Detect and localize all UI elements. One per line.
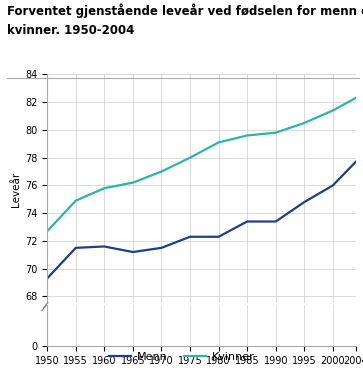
Kvinner — [131, 180, 135, 185]
Kvinner — [188, 155, 192, 160]
Legend: Menn, Kvinner: Menn, Kvinner — [104, 347, 259, 366]
Menn — [302, 200, 306, 204]
Y-axis label: Leveår: Leveår — [11, 171, 21, 206]
Text: kvinner. 1950-2004: kvinner. 1950-2004 — [7, 24, 135, 37]
Kvinner — [74, 198, 78, 203]
Kvinner — [45, 229, 49, 234]
Text: Forventet gjenstående leveår ved fødselen for menn og: Forventet gjenstående leveår ved fødsele… — [7, 4, 363, 18]
Kvinner — [159, 169, 164, 174]
Menn — [188, 234, 192, 239]
Menn — [131, 250, 135, 254]
Menn — [74, 246, 78, 250]
Menn — [274, 219, 278, 224]
Kvinner — [274, 131, 278, 135]
Kvinner — [216, 140, 221, 145]
Kvinner — [102, 186, 106, 190]
Menn — [331, 183, 335, 187]
Menn — [245, 219, 249, 224]
Menn — [102, 244, 106, 249]
Menn — [354, 160, 358, 164]
Kvinner — [354, 96, 358, 100]
Menn — [216, 234, 221, 239]
Line: Menn: Menn — [47, 162, 356, 278]
Menn — [45, 276, 49, 280]
Menn — [159, 246, 164, 250]
Kvinner — [302, 121, 306, 125]
Line: Kvinner: Kvinner — [47, 98, 356, 231]
Kvinner — [331, 108, 335, 113]
Kvinner — [245, 133, 249, 138]
